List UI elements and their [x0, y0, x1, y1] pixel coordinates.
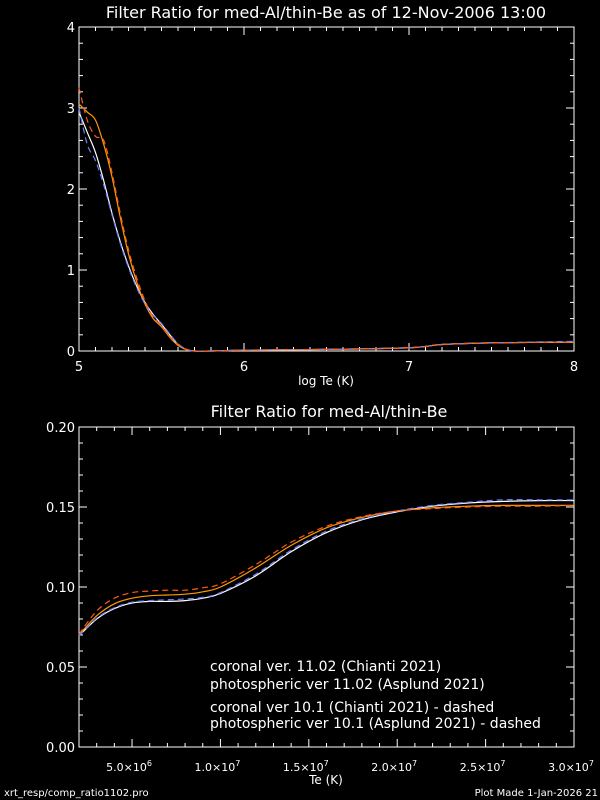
bottom-xtick-label: 1.5×107 [283, 759, 329, 774]
top-xtick-label: 5 [75, 360, 83, 375]
bottom-ytick-label: 0.00 [46, 741, 75, 756]
bottom-series-line-photospheric-11 [78, 504, 574, 636]
top-ytick-label: 2 [67, 183, 75, 198]
bottom-xtick-label: 5.0×106 [106, 759, 152, 774]
top-ytick-label: 1 [67, 264, 75, 279]
bottom-legend: coronal ver. 11.02 (Chianti 2021) photos… [210, 659, 541, 732]
top-xtick-label: 6 [240, 360, 248, 375]
bottom-series-line-photospheric-10-dashed [78, 504, 575, 635]
legend-entry-photospheric-10: photospheric ver 10.1 (Asplund 2021) - d… [210, 716, 541, 732]
top-ytick-label: 0 [67, 345, 75, 360]
top-x-axis-label: log Te (K) [298, 374, 354, 388]
bottom-ytick-label: 0.20 [46, 421, 75, 436]
top-ytick-label: 3 [67, 102, 75, 117]
bottom-xtick-label: 1.0×107 [195, 759, 241, 774]
bottom-ytick-label: 0.10 [46, 581, 75, 596]
top-series-group [78, 87, 575, 352]
bottom-xtick-label: 2.0×107 [371, 759, 417, 774]
legend-entry-photospheric-11: photospheric ver 11.02 (Asplund 2021) [210, 677, 485, 693]
footer-program-name: xrt_resp/comp_ratio1102.pro [4, 788, 149, 799]
top-chart-title: Filter Ratio for med-Al/thin-Be as of 12… [106, 3, 546, 22]
bottom-x-axis-label: Te (K) [308, 773, 343, 787]
top-series-line-photospheric-10-dashed [78, 87, 575, 352]
bottom-series-line-coronal-11 [78, 499, 575, 637]
bottom-ytick-label: 0.05 [46, 661, 75, 676]
bottom-xtick-label: 3.0×107 [548, 759, 594, 774]
bottom-xtick-label: 2.5×107 [460, 759, 506, 774]
legend-entry-coronal-10: coronal ver 10.1 (Chianti 2021) - dashed [210, 700, 494, 716]
bottom-panel: Filter Ratio for med-Al/thin-Be 0.00 0.05… [46, 402, 594, 787]
footer-plot-date: Plot Made 1-Jan-2026 21 [474, 788, 598, 799]
bottom-ytick-label: 0.15 [46, 501, 75, 516]
bottom-chart-title: Filter Ratio for med-Al/thin-Be [211, 402, 448, 421]
top-xtick-label: 7 [405, 360, 413, 375]
top-panel: Filter Ratio for med-Al/thin-Be as of 12… [67, 3, 578, 388]
bottom-axis-ticks: 0.00 0.05 0.10 0.15 0.20 5.0×106 1.0×107 1.5×10… [46, 421, 594, 774]
top-axis-ticks: 0 1 2 3 4 5 6 7 8 [67, 21, 578, 375]
top-xtick-label: 8 [570, 360, 578, 375]
bottom-series-group [78, 499, 575, 637]
top-ytick-label: 4 [67, 21, 75, 36]
bottom-series-line-coronal-10-dashed [78, 499, 574, 637]
legend-entry-coronal-11: coronal ver. 11.02 (Chianti 2021) [210, 659, 441, 675]
